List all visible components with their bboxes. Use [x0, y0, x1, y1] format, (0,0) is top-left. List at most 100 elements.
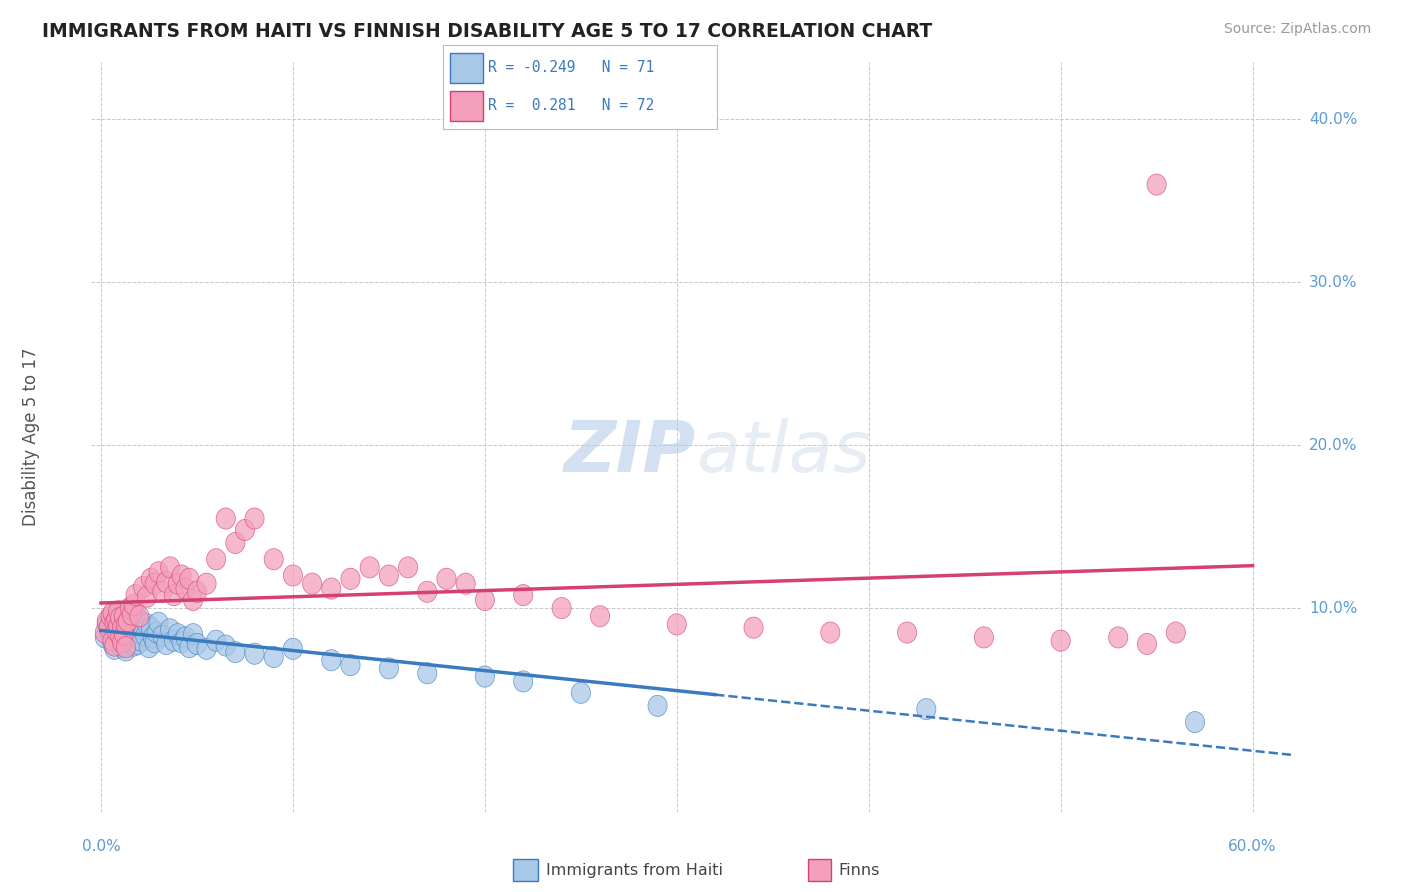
Text: 40.0%: 40.0% [1309, 112, 1357, 127]
Ellipse shape [103, 602, 122, 624]
Text: Source: ZipAtlas.com: Source: ZipAtlas.com [1223, 22, 1371, 37]
Ellipse shape [114, 606, 134, 627]
Ellipse shape [124, 624, 143, 645]
Ellipse shape [217, 508, 235, 529]
Ellipse shape [245, 643, 264, 665]
Ellipse shape [226, 533, 245, 554]
Ellipse shape [129, 606, 149, 627]
Ellipse shape [118, 614, 138, 635]
Ellipse shape [134, 576, 153, 598]
Ellipse shape [101, 609, 120, 630]
Ellipse shape [284, 639, 302, 659]
Ellipse shape [108, 622, 128, 643]
Ellipse shape [153, 582, 172, 602]
Ellipse shape [264, 549, 284, 570]
Ellipse shape [207, 549, 226, 570]
Ellipse shape [187, 633, 207, 655]
Ellipse shape [1185, 712, 1205, 732]
Ellipse shape [184, 590, 202, 610]
Ellipse shape [145, 632, 165, 653]
Ellipse shape [145, 573, 165, 594]
Ellipse shape [475, 590, 495, 610]
Ellipse shape [475, 666, 495, 687]
Ellipse shape [197, 639, 217, 659]
Ellipse shape [128, 633, 148, 655]
Ellipse shape [169, 624, 187, 645]
Ellipse shape [149, 562, 169, 582]
Ellipse shape [97, 610, 117, 632]
Ellipse shape [176, 627, 195, 648]
Ellipse shape [513, 584, 533, 606]
Ellipse shape [284, 565, 302, 586]
Ellipse shape [668, 614, 686, 635]
Ellipse shape [122, 632, 141, 653]
Ellipse shape [111, 625, 129, 647]
Ellipse shape [398, 557, 418, 578]
Ellipse shape [98, 620, 118, 641]
Ellipse shape [107, 620, 127, 641]
Ellipse shape [340, 655, 360, 676]
Ellipse shape [134, 619, 153, 640]
Ellipse shape [107, 609, 127, 630]
Ellipse shape [380, 657, 398, 679]
Ellipse shape [105, 612, 124, 633]
Ellipse shape [114, 627, 134, 648]
Ellipse shape [124, 594, 143, 615]
Ellipse shape [172, 565, 191, 586]
Ellipse shape [340, 568, 360, 590]
Ellipse shape [322, 578, 340, 599]
Text: ZIP: ZIP [564, 417, 696, 486]
Ellipse shape [141, 617, 160, 639]
Text: 10.0%: 10.0% [1309, 600, 1357, 615]
Ellipse shape [111, 630, 129, 651]
Ellipse shape [245, 508, 264, 529]
Ellipse shape [108, 615, 128, 637]
Ellipse shape [139, 637, 159, 657]
Ellipse shape [165, 584, 184, 606]
Ellipse shape [103, 606, 122, 627]
Ellipse shape [117, 637, 135, 657]
Ellipse shape [418, 663, 437, 684]
Ellipse shape [117, 617, 135, 639]
Ellipse shape [127, 584, 145, 606]
Ellipse shape [103, 633, 122, 655]
Ellipse shape [118, 610, 138, 632]
Ellipse shape [138, 586, 156, 607]
Ellipse shape [98, 617, 118, 639]
Ellipse shape [571, 682, 591, 704]
Ellipse shape [122, 604, 141, 625]
Ellipse shape [1137, 633, 1157, 655]
Ellipse shape [172, 632, 191, 653]
Ellipse shape [108, 602, 128, 624]
Ellipse shape [917, 698, 936, 720]
Ellipse shape [128, 607, 148, 629]
Ellipse shape [120, 598, 139, 619]
Ellipse shape [1052, 630, 1070, 651]
Ellipse shape [180, 637, 198, 657]
Ellipse shape [418, 582, 437, 602]
Ellipse shape [360, 557, 380, 578]
Ellipse shape [217, 635, 235, 657]
Text: R = -0.249   N = 71: R = -0.249 N = 71 [488, 60, 654, 75]
Ellipse shape [380, 565, 398, 586]
Ellipse shape [103, 630, 122, 651]
Ellipse shape [156, 572, 176, 592]
Ellipse shape [184, 624, 202, 645]
Text: 30.0%: 30.0% [1309, 275, 1357, 290]
Ellipse shape [132, 630, 150, 651]
Ellipse shape [302, 573, 322, 594]
Ellipse shape [111, 610, 129, 632]
Ellipse shape [1147, 174, 1166, 195]
Ellipse shape [149, 612, 169, 633]
Ellipse shape [129, 610, 149, 632]
Ellipse shape [165, 630, 184, 651]
Ellipse shape [112, 617, 132, 639]
Bar [450, 91, 482, 120]
Ellipse shape [156, 633, 176, 655]
Ellipse shape [148, 622, 166, 643]
Ellipse shape [107, 625, 127, 647]
Ellipse shape [129, 622, 149, 643]
Ellipse shape [112, 632, 132, 653]
Ellipse shape [176, 578, 195, 599]
Ellipse shape [187, 582, 207, 602]
